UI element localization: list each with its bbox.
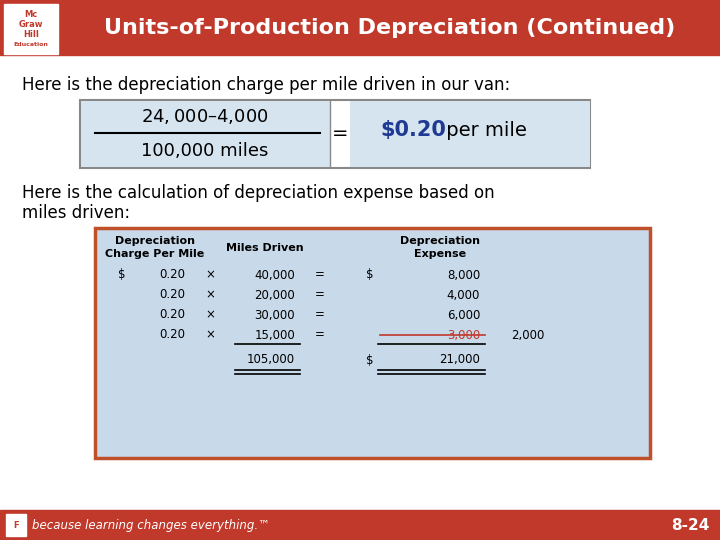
Text: Depreciation: Depreciation	[115, 236, 195, 246]
Text: Hill: Hill	[23, 30, 39, 39]
Text: $: $	[118, 268, 126, 281]
Text: 0.20: 0.20	[159, 268, 185, 281]
Text: 4,000: 4,000	[446, 288, 480, 301]
Text: =: =	[332, 125, 348, 144]
Bar	[0, 0, 720, 55]
Text: Here is the depreciation charge per mile driven in our van:: Here is the depreciation charge per mile…	[22, 76, 510, 94]
Text: 2,000: 2,000	[512, 328, 545, 341]
Text: because learning changes everything.™: because learning changes everything.™	[32, 518, 270, 531]
Text: 8-24: 8-24	[672, 517, 710, 532]
Text: 6,000: 6,000	[446, 308, 480, 321]
Bar	[95, 228, 650, 458]
Text: =: =	[315, 328, 325, 341]
Text: Units-of-Production Depreciation (Continued): Units-of-Production Depreciation (Contin…	[104, 18, 675, 38]
Text: ×: ×	[205, 288, 215, 301]
Text: Charge Per Mile: Charge Per Mile	[105, 249, 204, 259]
Text: 0.20: 0.20	[159, 288, 185, 301]
Text: F: F	[13, 522, 19, 530]
Text: Miles Driven: Miles Driven	[226, 243, 304, 253]
Text: 100,000 miles: 100,000 miles	[141, 142, 269, 160]
Text: 21,000: 21,000	[439, 354, 480, 367]
Text: Expense: Expense	[414, 249, 466, 259]
Text: ×: ×	[205, 328, 215, 341]
Bar	[350, 101, 590, 167]
Bar	[95, 228, 650, 458]
Text: =: =	[315, 308, 325, 321]
Bar	[0, 510, 720, 540]
Text: =: =	[315, 288, 325, 301]
Text: 15,000: 15,000	[254, 328, 295, 341]
Text: Here is the calculation of depreciation expense based on: Here is the calculation of depreciation …	[22, 184, 495, 202]
Text: ×: ×	[205, 268, 215, 281]
Text: 0.20: 0.20	[159, 328, 185, 341]
Bar	[81, 101, 330, 167]
Text: miles driven:: miles driven:	[22, 204, 130, 222]
Text: 3,000: 3,000	[446, 328, 480, 341]
Text: Mc: Mc	[24, 10, 37, 19]
Text: Depreciation: Depreciation	[400, 236, 480, 246]
Text: 8,000: 8,000	[446, 268, 480, 281]
Text: 105,000: 105,000	[247, 354, 295, 367]
Text: =: =	[315, 268, 325, 281]
Text: $: $	[366, 354, 374, 367]
Text: 20,000: 20,000	[254, 288, 295, 301]
Text: 30,000: 30,000	[254, 308, 295, 321]
Text: per mile: per mile	[440, 120, 527, 139]
Text: $: $	[366, 268, 374, 281]
Text: $0.20: $0.20	[380, 120, 446, 140]
Text: Education: Education	[14, 42, 48, 47]
Bar	[80, 100, 590, 168]
Bar	[4, 4, 58, 54]
Bar	[6, 514, 26, 536]
Text: $24,000 – $4,000: $24,000 – $4,000	[141, 107, 269, 126]
Text: Graw: Graw	[19, 20, 43, 29]
Text: ×: ×	[205, 308, 215, 321]
Text: 40,000: 40,000	[254, 268, 295, 281]
Text: 0.20: 0.20	[159, 308, 185, 321]
